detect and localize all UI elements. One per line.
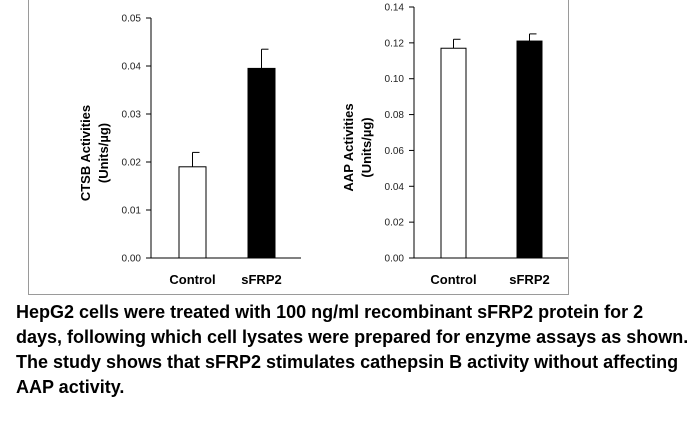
chart2-ytick-label: 0.00 (385, 254, 405, 265)
chart1-ytick-label: 0.02 (122, 158, 142, 169)
chart1-ytick-label: 0.00 (122, 254, 142, 265)
bar-charts: 0.00 0.01 0.02 0.03 0.04 0.05 Control sFRP2 CTSB… (78, 3, 568, 287)
chart2-ytick-label: 0.02 (385, 218, 405, 229)
chart2-category-label: Control (430, 272, 476, 287)
chart2-bar-control (440, 47, 467, 259)
chart1-ytick-label: 0.04 (122, 62, 142, 73)
chart2-ytick-label: 0.10 (385, 74, 405, 85)
figure-caption: HepG2 cells were treated with 100 ng/ml … (16, 302, 689, 397)
chart2-category-label: sFRP2 (509, 272, 549, 287)
figure-panel: 0.00 0.01 0.02 0.03 0.04 0.05 Control sFRP2 CTSB… (28, 0, 569, 295)
chart2-ytick-label: 0.08 (385, 110, 405, 121)
chart2-bar-sfrp2 (516, 40, 543, 259)
chart1-ytick-label: 0.01 (122, 206, 142, 217)
chart1-ylabel-line1: CTSB Activities (78, 105, 93, 201)
chart1-bar-control (178, 166, 207, 259)
chart1-category-label: sFRP2 (241, 272, 281, 287)
chart1-bar-sfrp2 (247, 67, 276, 259)
chart2-ytick-label: 0.04 (385, 182, 405, 193)
chart2-ylabel-line1: AAP Activities (341, 103, 356, 191)
chart2-ytick-label: 0.14 (385, 3, 405, 14)
chart2-ytick-label: 0.06 (385, 146, 405, 157)
chart1-ytick-label: 0.05 (122, 14, 142, 25)
chart2-ytick-label: 0.12 (385, 38, 405, 49)
chart1-category-label: Control (169, 272, 215, 287)
chart2-ylabel-line2: (Units/µg) (359, 117, 374, 177)
chart1-ytick-label: 0.03 (122, 110, 142, 121)
chart1-ylabel-line2: (Units/µg) (96, 123, 111, 183)
